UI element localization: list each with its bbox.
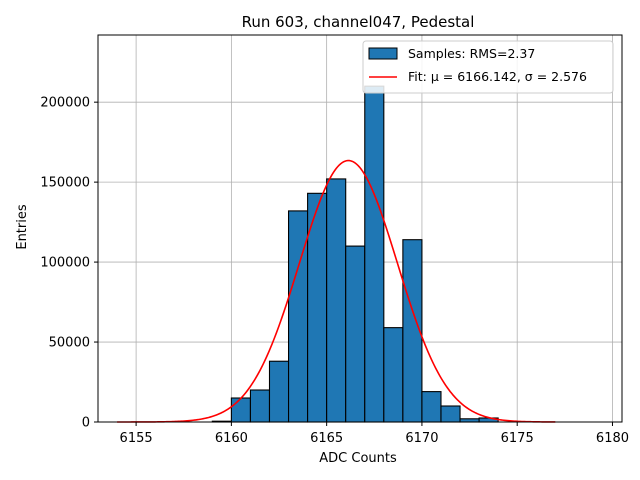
legend: Samples: RMS=2.37 Fit: μ = 6166.142, σ =… — [362, 40, 614, 94]
fit-curve — [117, 159, 556, 423]
x-axis-label: ADC Counts — [319, 451, 397, 466]
x-tick-label: 6170 — [405, 431, 438, 446]
histogram-bars — [211, 85, 499, 423]
x-tick-label: 6155 — [120, 431, 153, 446]
x-tick-label: 6165 — [310, 431, 343, 446]
x-tick-label: 6175 — [501, 431, 534, 446]
y-tick-label: 150000 — [40, 176, 90, 191]
histogram-bar — [249, 389, 271, 423]
y-tick-label: 50000 — [49, 336, 90, 351]
histogram-bar — [364, 85, 385, 423]
y-axis-label: Entries — [15, 204, 30, 250]
histogram-bar — [383, 327, 404, 423]
y-axis-ticks: 0 50000 100000 150000 200000 — [40, 96, 98, 431]
legend-label-samples: Samples: RMS=2.37 — [408, 46, 535, 61]
x-tick-label: 6180 — [596, 431, 629, 446]
legend-swatch-samples — [368, 47, 398, 60]
histogram-bar — [440, 405, 461, 423]
histogram-bar — [230, 397, 251, 423]
histogram-bar — [326, 178, 347, 423]
x-tick-label: 6160 — [215, 431, 248, 446]
histogram-bar — [421, 391, 442, 423]
histogram-bar — [268, 360, 290, 423]
legend-box — [362, 40, 614, 94]
histogram-bar — [345, 245, 366, 423]
y-tick-label: 200000 — [40, 96, 90, 111]
y-tick-label: 100000 — [40, 256, 90, 271]
plot-frame — [97, 34, 623, 423]
chart-title: Run 603, channel047, Pedestal — [242, 13, 475, 31]
y-tick-label: 0 — [82, 416, 90, 431]
legend-label-fit: Fit: μ = 6166.142, σ = 2.576 — [408, 69, 587, 84]
histogram-bar — [287, 210, 309, 423]
x-axis-ticks: 6155 6160 6165 6170 6175 6180 — [120, 422, 629, 446]
